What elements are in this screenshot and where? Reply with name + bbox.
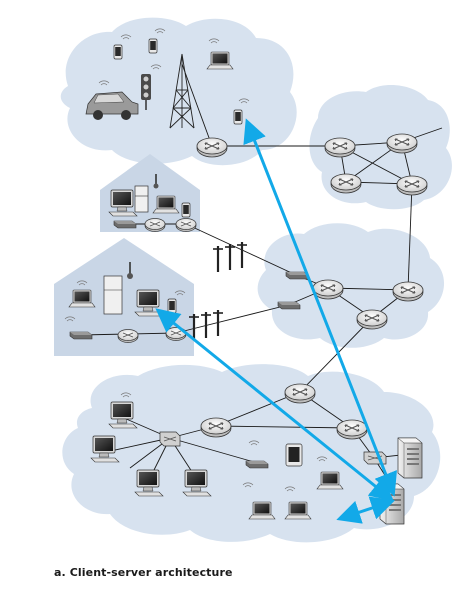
desktop-pc-icon xyxy=(182,469,212,497)
desktop-pc-icon xyxy=(90,435,120,463)
router-icon xyxy=(336,419,368,440)
main-server-icon xyxy=(379,483,405,525)
router-icon xyxy=(386,133,418,154)
router-icon xyxy=(200,417,232,438)
modem-icon xyxy=(277,301,301,310)
modem-icon xyxy=(245,460,269,469)
phone-icon xyxy=(148,38,158,54)
modem-icon xyxy=(285,271,309,280)
router-icon xyxy=(284,383,316,404)
switch-icon xyxy=(159,431,181,447)
mobile-network-devices xyxy=(85,28,250,158)
server-icon xyxy=(397,437,423,479)
home-network-top-devices xyxy=(108,174,197,232)
modem-icon xyxy=(113,220,137,229)
modem-icon xyxy=(69,331,93,340)
router-icon xyxy=(312,279,344,300)
home-network-bottom-devices xyxy=(64,262,187,343)
router-icon xyxy=(356,309,388,330)
laptop-icon xyxy=(68,289,96,308)
phone-icon xyxy=(113,44,123,60)
router-icon xyxy=(396,175,428,196)
server-to-home-pc-arrow xyxy=(155,308,394,502)
laptop-icon xyxy=(316,471,344,490)
thermometer-icon xyxy=(153,174,159,189)
tablet-icon xyxy=(285,443,303,467)
laptop-icon xyxy=(206,51,234,70)
mobile-phone-icon xyxy=(233,109,243,125)
refrigerator-icon xyxy=(103,275,123,315)
router-icon xyxy=(330,173,362,194)
desktop-pc-icon xyxy=(108,189,138,217)
cell-tower-icon xyxy=(169,53,195,129)
laptop-icon xyxy=(248,501,276,520)
router-icon xyxy=(196,137,228,158)
router-icon xyxy=(175,218,197,232)
enterprise-laptop-icon xyxy=(284,501,312,520)
phone-icon xyxy=(167,298,177,314)
desktop-pc-icon xyxy=(134,469,164,497)
router-icon xyxy=(144,218,166,232)
desktop-pc-icon xyxy=(108,401,138,429)
router-icon xyxy=(392,281,424,302)
thermometer-icon xyxy=(127,262,133,279)
client-server-diagram xyxy=(54,17,452,543)
figure-caption: a. Client-server architecture xyxy=(54,566,233,579)
traffic-light-icon xyxy=(141,64,162,110)
car-icon xyxy=(85,80,139,120)
client-server-arrows xyxy=(155,118,397,524)
laptop-icon xyxy=(152,195,180,214)
utility-poles xyxy=(187,240,249,342)
switch-icon xyxy=(363,451,387,465)
router-icon xyxy=(324,137,356,158)
server-to-laptop-arrow xyxy=(336,496,396,524)
router-icon xyxy=(117,329,139,343)
mobile-network-cloud xyxy=(60,17,297,166)
phone-icon xyxy=(181,202,191,218)
refrigerator-icon xyxy=(134,185,149,213)
